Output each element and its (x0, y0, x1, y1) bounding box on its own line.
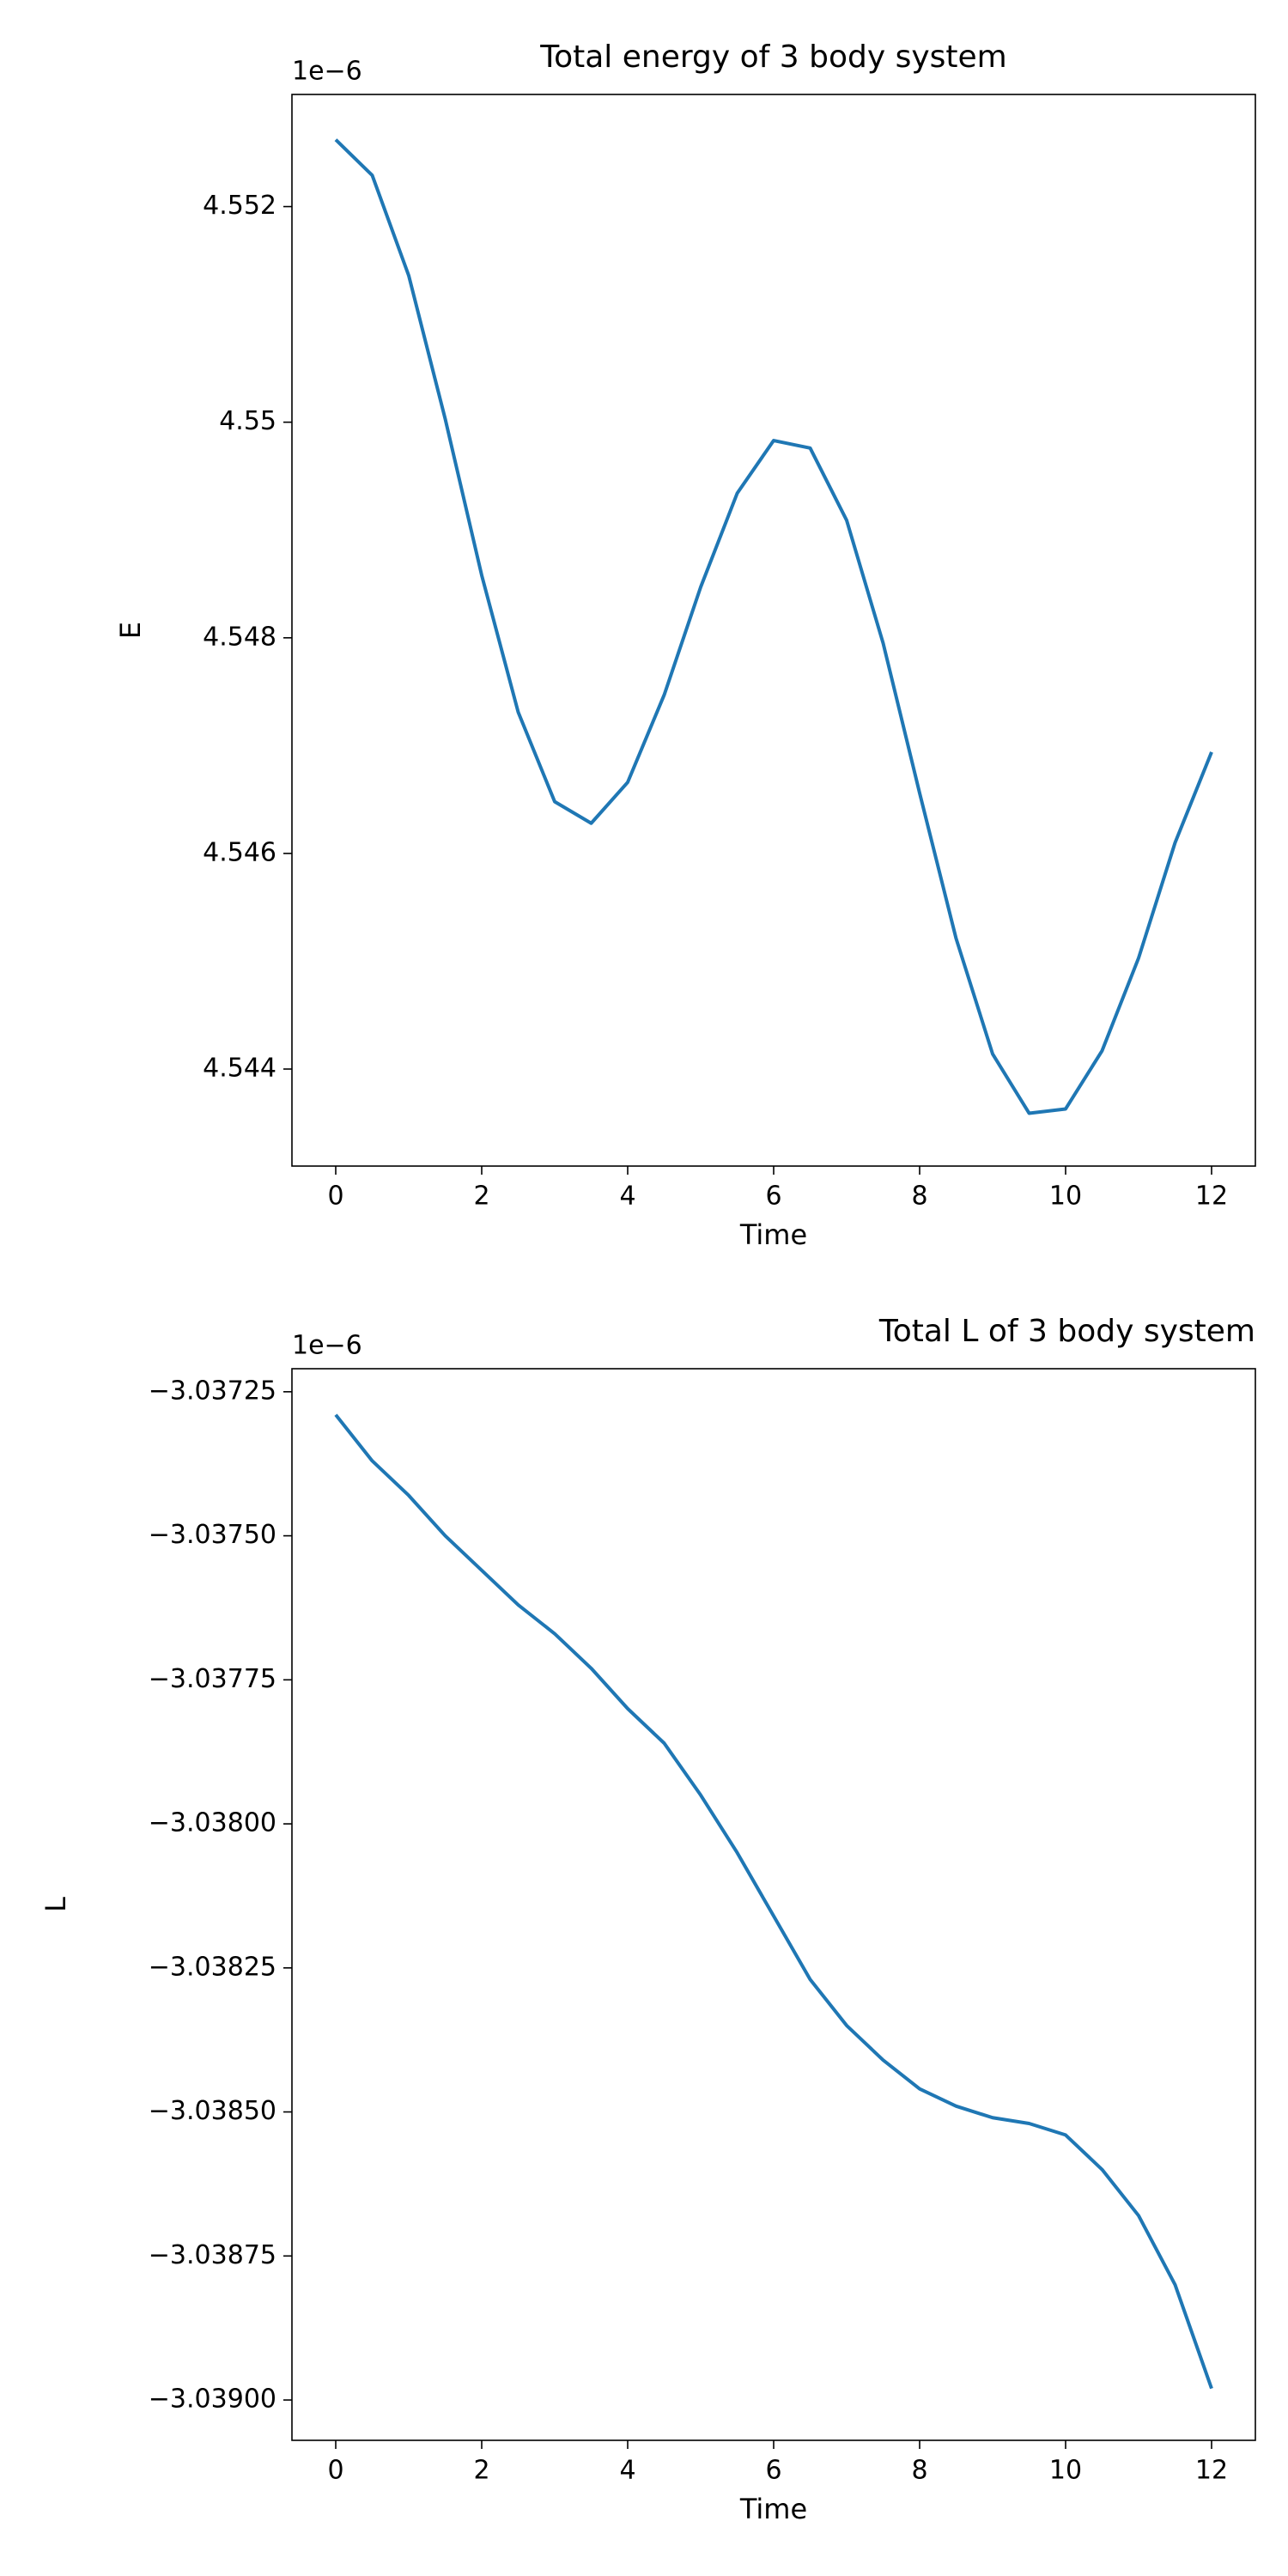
y-tick-label: −3.03825 (149, 1952, 276, 1982)
x-tick-label: 12 (1195, 2456, 1228, 2486)
plot-frame (291, 94, 1256, 1167)
x-tick-label: 6 (765, 2456, 781, 2486)
chart-title: Total energy of 3 body system (539, 39, 1007, 75)
y-tick-label: 4.546 (203, 837, 276, 867)
x-tick-label: 0 (327, 1182, 343, 1212)
chart-title: Total L of 3 body system (878, 1314, 1255, 1349)
y-tick-label: 4.55 (219, 406, 276, 436)
x-tick-label: 6 (765, 1182, 781, 1212)
plot-frame (291, 1368, 1256, 2441)
offset-text: 1e−6 (292, 1331, 362, 1361)
offset-text: 1e−6 (292, 57, 362, 87)
x-tick-label: 8 (911, 1182, 927, 1212)
x-axis-label: Time (739, 2493, 807, 2525)
x-tick-label: 8 (911, 2456, 927, 2486)
y-tick-label: −3.03750 (149, 1520, 276, 1550)
y-axis-label: L (39, 1897, 72, 1912)
y-tick-label: 4.544 (203, 1054, 276, 1084)
x-tick-label: 0 (327, 2456, 343, 2486)
x-tick-label: 2 (473, 2456, 489, 2486)
y-axis-label: E (114, 622, 147, 639)
y-tick-label: −3.03850 (149, 2096, 276, 2126)
x-tick-label: 2 (473, 1182, 489, 1212)
y-tick-label: −3.03775 (149, 1664, 276, 1694)
x-tick-label: 10 (1049, 2456, 1082, 2486)
data-line (334, 1413, 1213, 2390)
y-tick-label: 4.548 (203, 622, 276, 652)
x-tick-label: 4 (619, 1182, 635, 1212)
x-axis-label: Time (739, 1218, 807, 1251)
y-tick-label: −3.03900 (149, 2385, 276, 2415)
x-tick-label: 12 (1195, 1182, 1228, 1212)
data-line (334, 138, 1213, 1115)
y-tick-label: −3.03800 (149, 1808, 276, 1838)
x-tick-label: 4 (619, 2456, 635, 2486)
y-tick-label: −3.03875 (149, 2240, 276, 2270)
y-tick-label: −3.03725 (149, 1376, 276, 1406)
x-tick-label: 10 (1049, 1182, 1082, 1212)
y-tick-label: 4.552 (203, 191, 276, 221)
